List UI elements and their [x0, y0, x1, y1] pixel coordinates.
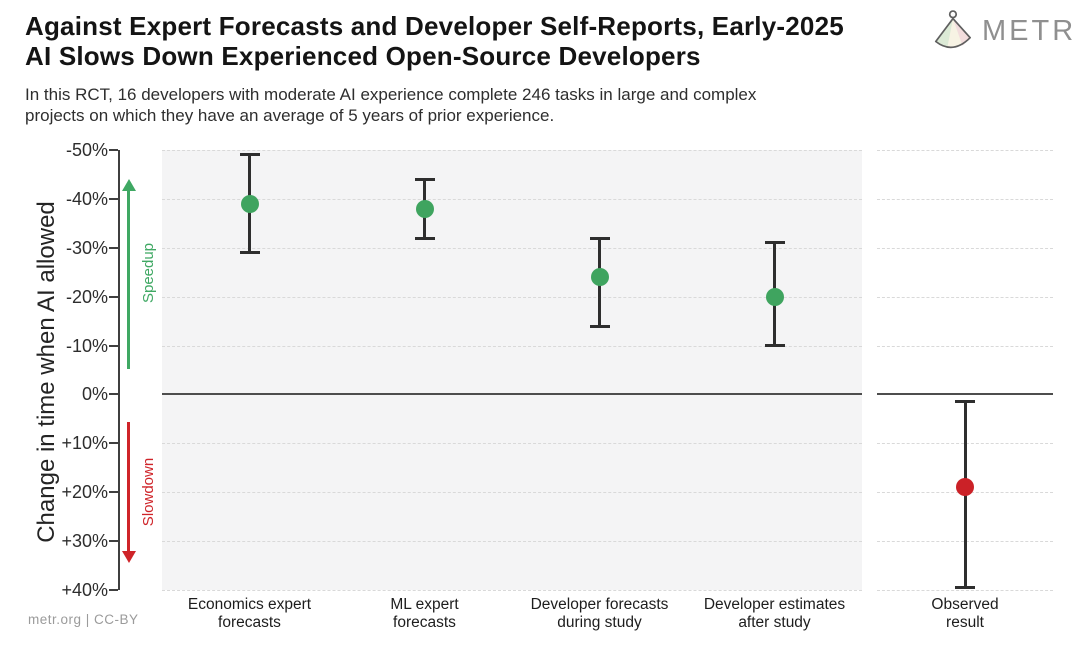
data-point-developer-estimates: [765, 287, 784, 306]
y-axis-tick: [109, 149, 118, 151]
gridline: [162, 150, 862, 151]
y-tick-label: -40%: [65, 188, 108, 209]
error-bar-cap-top: [955, 400, 975, 404]
attribution: metr.org | CC-BY: [28, 612, 139, 627]
gridline: [877, 247, 1053, 249]
y-axis-tick: [109, 393, 118, 396]
error-bar-cap-bottom: [414, 236, 435, 240]
data-point-ml-expert: [415, 199, 434, 218]
x-label-line: during study: [557, 614, 642, 631]
gridline: [877, 150, 1053, 151]
data-point-developer-forecasts: [590, 268, 609, 287]
x-label-line: ML expert: [390, 596, 459, 613]
x-label-line: Observed: [931, 596, 999, 613]
slowdown-arrow: [127, 422, 130, 552]
figure-subtitle: In this RCT, 16 developers with moderate…: [25, 84, 756, 126]
error-bar-cap-top: [239, 153, 260, 157]
y-axis-line: [118, 150, 120, 590]
x-axis-label: Developer forecasts during study: [505, 596, 695, 632]
gridline: [162, 492, 862, 494]
y-axis-tick: [109, 344, 118, 347]
metr-logo-text: METR: [982, 15, 1077, 47]
gridline: [162, 247, 862, 249]
subtitle-line-1: In this RCT, 16 developers with moderate…: [25, 85, 757, 104]
speedup-arrowhead-icon: [122, 179, 136, 191]
gridline: [877, 590, 1053, 591]
metr-fan-icon: [934, 10, 971, 49]
y-tick-label: 0%: [81, 384, 108, 405]
gridline: [162, 590, 862, 591]
gridline: [877, 345, 1053, 347]
gridline: [162, 443, 862, 445]
x-axis-label: Observed result: [870, 596, 1060, 632]
y-tick-label: -10%: [65, 335, 108, 356]
x-label-line: after study: [738, 614, 811, 631]
gridline: [877, 198, 1053, 200]
y-axis-tick: [109, 540, 118, 543]
x-label-line: forecasts: [393, 614, 456, 631]
x-label-line: Developer estimates: [703, 596, 846, 613]
x-label-line: Economics expert: [187, 596, 312, 613]
y-tick-label: -20%: [65, 286, 108, 307]
y-axis-tick: [109, 295, 118, 298]
data-point-observed: [956, 478, 974, 497]
speedup-arrow: [127, 190, 130, 369]
error-bar-cap-bottom: [239, 251, 260, 255]
title-line-2: AI Slows Down Experienced Open-Source De…: [25, 41, 701, 71]
error-bar-cap-bottom: [955, 586, 975, 590]
slowdown-arrowhead-icon: [122, 551, 136, 563]
plot-panel-main: [162, 150, 862, 590]
zero-line: [162, 393, 862, 396]
gridline: [162, 296, 862, 298]
error-bar-cap-top: [589, 236, 610, 240]
y-tick-label: +10%: [61, 433, 108, 454]
y-axis-title: Change in time when AI allowed: [33, 201, 60, 543]
gridline: [162, 541, 862, 543]
y-tick-label: +30%: [61, 531, 108, 552]
y-axis-tick: [109, 589, 118, 591]
y-tick-label: -30%: [65, 237, 108, 258]
slowdown-label: Slowdown: [140, 457, 157, 527]
x-label-line: Developer forecasts: [530, 596, 669, 613]
metr-logo: METR: [931, 8, 1076, 54]
gridline: [162, 345, 862, 347]
y-axis-tick: [109, 246, 118, 249]
x-label-line: forecasts: [218, 614, 281, 631]
x-axis-label: ML expert forecasts: [330, 596, 520, 632]
y-axis-tick: [109, 491, 118, 494]
figure-title: Against Expert Forecasts and Developer S…: [25, 11, 844, 71]
y-axis-tick: [109, 197, 118, 200]
speedup-label: Speedup: [140, 242, 157, 304]
error-bar-cap-top: [414, 177, 435, 181]
y-axis-tick: [109, 442, 118, 445]
y-tick-label: +40%: [61, 580, 108, 600]
y-tick-label: -50%: [65, 140, 108, 160]
gridline: [877, 296, 1053, 298]
zero-line: [877, 393, 1053, 396]
subtitle-line-2: projects on which they have an average o…: [25, 106, 555, 125]
y-tick-label: +20%: [61, 482, 108, 503]
x-label-line: result: [946, 614, 984, 631]
gridline: [162, 198, 862, 200]
error-bar-cap-top: [764, 241, 785, 245]
error-bar-cap-bottom: [589, 324, 610, 328]
title-line-1: Against Expert Forecasts and Developer S…: [25, 11, 844, 41]
error-bar-cap-bottom: [764, 344, 785, 348]
x-axis-label: Economics expert forecasts: [155, 596, 345, 632]
x-axis-label: Developer estimates after study: [680, 596, 870, 632]
data-point-economics-expert: [240, 194, 259, 213]
